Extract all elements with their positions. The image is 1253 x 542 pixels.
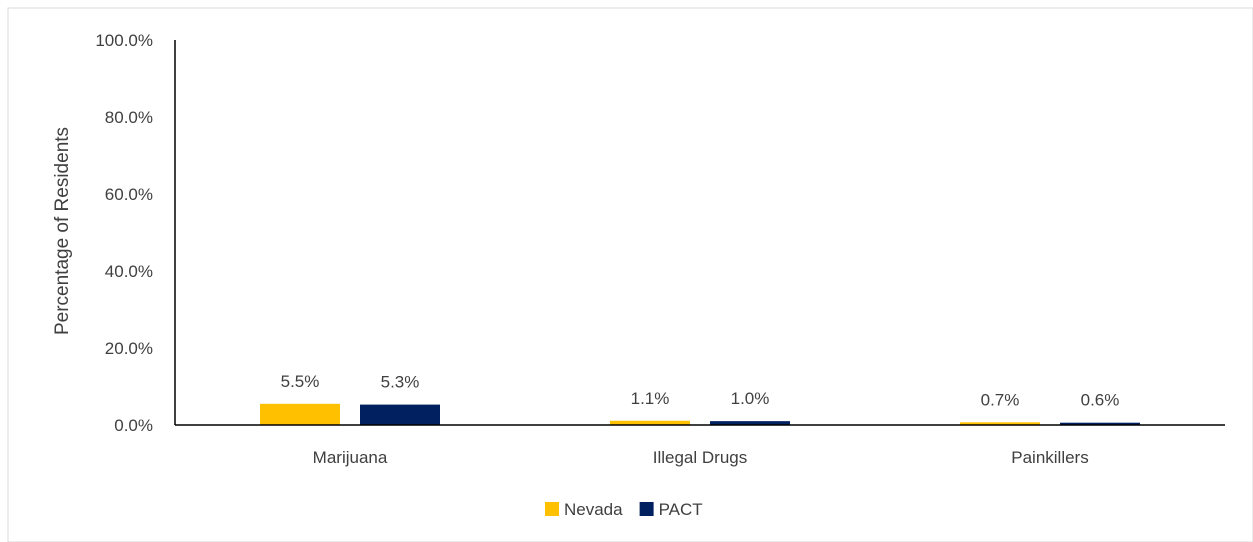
legend-swatch-nevada bbox=[545, 502, 559, 516]
bar-pact-marijuana bbox=[360, 404, 440, 425]
y-tick-label: 100.0% bbox=[95, 31, 153, 50]
legend-label-nevada: Nevada bbox=[564, 500, 623, 519]
data-label: 0.7% bbox=[981, 390, 1020, 409]
y-axis-ticks: 0.0% 20.0% 40.0% 60.0% 80.0% 100.0% bbox=[95, 31, 153, 435]
bar-nevada-painkillers bbox=[960, 422, 1040, 425]
data-label: 1.0% bbox=[731, 389, 770, 408]
data-labels: 5.5% 5.3% 1.1% 1.0% 0.7% 0.6% bbox=[281, 372, 1120, 410]
legend-label-pact: PACT bbox=[659, 500, 703, 519]
category-label: Marijuana bbox=[313, 448, 388, 467]
chart-border bbox=[7, 7, 1253, 542]
y-tick-label: 20.0% bbox=[105, 339, 153, 358]
bar-pact-illegal-drugs bbox=[710, 421, 790, 425]
bars bbox=[260, 403, 1140, 425]
data-label: 0.6% bbox=[1081, 391, 1120, 410]
bar-nevada-marijuana bbox=[260, 403, 340, 425]
category-label: Painkillers bbox=[1011, 448, 1088, 467]
bar-nevada-illegal-drugs bbox=[610, 420, 690, 425]
y-axis-title: Percentage of Residents bbox=[52, 127, 73, 335]
y-tick-label: 60.0% bbox=[105, 185, 153, 204]
bar-pact-painkillers bbox=[1060, 422, 1140, 425]
data-label: 5.5% bbox=[281, 372, 320, 391]
data-label: 5.3% bbox=[381, 373, 420, 392]
data-label: 1.1% bbox=[631, 389, 670, 408]
category-labels: Marijuana Illegal Drugs Painkillers bbox=[313, 448, 1089, 467]
legend: Nevada PACT bbox=[545, 500, 703, 519]
y-axis-title-group: Percentage of Residents bbox=[52, 127, 73, 335]
category-label: Illegal Drugs bbox=[653, 448, 748, 467]
y-tick-label: 0.0% bbox=[114, 416, 153, 435]
legend-swatch-pact bbox=[639, 502, 654, 516]
y-tick-label: 80.0% bbox=[105, 108, 153, 127]
y-tick-label: 40.0% bbox=[105, 262, 153, 281]
